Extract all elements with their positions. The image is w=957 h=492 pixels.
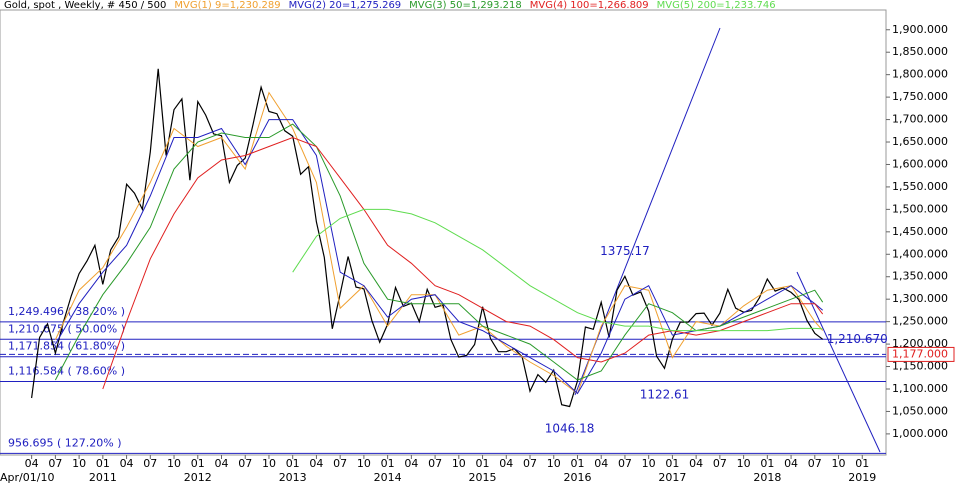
legend-entry: MVG(4) 100=1,266.809	[530, 0, 649, 11]
annotation: 1046.18	[545, 422, 595, 436]
x-tick-label: 10	[72, 457, 86, 470]
y-tick-label: 1,050.000	[892, 404, 948, 417]
x-tick-label: 04	[215, 457, 229, 470]
x-tick-label: 01	[476, 457, 490, 470]
x-tick-label: 01	[760, 457, 774, 470]
annotation: 1,210.670	[827, 332, 888, 346]
x-tick-label: 01	[665, 457, 679, 470]
year-label: 2019	[848, 471, 876, 484]
year-label: 2013	[279, 471, 307, 484]
x-tick-label: 07	[713, 457, 727, 470]
x-tick-label: 04	[309, 457, 323, 470]
x-tick-label: 04	[689, 457, 703, 470]
y-tick-label: 1,100.000	[892, 382, 948, 395]
year-label: 2017	[658, 471, 686, 484]
moving-average	[292, 208, 823, 332]
x-tick-label: 04	[499, 457, 513, 470]
start-label: Apr/01/10	[0, 471, 54, 484]
x-tick-label: 07	[523, 457, 537, 470]
legend-entry: MVG(5) 200=1,233.746	[657, 0, 776, 11]
legend-entry: MVG(3) 50=1,293.218	[409, 0, 522, 11]
moving-average	[102, 136, 824, 390]
y-tick-label: 1,150.000	[892, 360, 948, 373]
x-tick-label: 04	[594, 457, 608, 470]
x-tick-label: 01	[96, 457, 110, 470]
x-tick-label: 10	[167, 457, 181, 470]
x-tick-label: 10	[357, 457, 371, 470]
x-tick-label: 07	[238, 457, 252, 470]
year-label: 2011	[89, 471, 117, 484]
fib-label: 1,116.584 ( 78.60% )	[8, 365, 125, 378]
current-price-label: 1,177.000	[892, 347, 948, 360]
y-tick-label: 1,350.000	[892, 270, 948, 283]
y-tick-label: 1,700.000	[892, 113, 948, 126]
y-tick-label: 1,450.000	[892, 225, 948, 238]
x-tick-label: 07	[143, 457, 157, 470]
x-tick-label: 01	[286, 457, 300, 470]
year-label: 2015	[469, 471, 497, 484]
y-tick-label: 1,500.000	[892, 202, 948, 215]
x-tick-label: 07	[618, 457, 632, 470]
x-tick-label: 04	[404, 457, 418, 470]
legend-entry: Gold, spot , Weekly, # 450 / 500	[4, 0, 166, 11]
x-tick-label: 07	[428, 457, 442, 470]
x-tick-label: 07	[333, 457, 347, 470]
year-label: 2016	[563, 471, 591, 484]
plot-area	[0, 9, 887, 456]
x-tick-label: 07	[808, 457, 822, 470]
fib-label: 1,171.854 ( 61.80% )	[8, 340, 125, 353]
y-tick-label: 1,000.000	[892, 427, 948, 440]
x-tick-label: 04	[120, 457, 134, 470]
legend-entry: MVG(2) 20=1,275.269	[289, 0, 402, 11]
year-label: 2014	[374, 471, 402, 484]
x-tick-label: 10	[452, 457, 466, 470]
x-tick-label: 04	[784, 457, 798, 470]
x-tick-label: 10	[642, 457, 656, 470]
trendline	[574, 27, 721, 396]
x-tick-label: 10	[262, 457, 276, 470]
y-tick-label: 1,400.000	[892, 247, 948, 260]
x-tick-label: 10	[737, 457, 751, 470]
year-label: 2012	[184, 471, 212, 484]
x-tick-label: 01	[570, 457, 584, 470]
y-tick-label: 1,300.000	[892, 292, 948, 305]
fib-label: 1,210.675 ( 50.00% )	[8, 322, 125, 335]
y-tick-label: 1,900.000	[892, 23, 948, 36]
x-tick-label: 01	[381, 457, 395, 470]
fib-label: 956.695 ( 127.20% )	[8, 436, 122, 449]
x-tick-label: 01	[191, 457, 205, 470]
y-tick-label: 1,250.000	[892, 315, 948, 328]
price-line	[31, 68, 824, 408]
x-tick-label: 01	[855, 457, 869, 470]
annotation: 1122.61	[640, 387, 690, 401]
y-tick-label: 1,200.000	[892, 337, 948, 350]
moving-average	[54, 123, 824, 381]
annotation: 1375.17	[600, 244, 650, 258]
x-tick-label: 04	[25, 457, 39, 470]
y-tick-label: 1,850.000	[892, 45, 948, 58]
x-tick-label: 10	[832, 457, 846, 470]
y-tick-label: 1,550.000	[892, 180, 948, 193]
x-tick-label: 07	[48, 457, 62, 470]
y-tick-label: 1,800.000	[892, 68, 948, 81]
y-tick-label: 1,650.000	[892, 135, 948, 148]
x-tick-label: 10	[547, 457, 561, 470]
current-price-box	[887, 346, 955, 362]
y-tick-label: 1,600.000	[892, 157, 948, 170]
trendline	[796, 271, 881, 453]
legend-entry: MVG(1) 9=1,230.289	[174, 0, 280, 11]
y-tick-label: 1,750.000	[892, 90, 948, 103]
year-label: 2018	[753, 471, 781, 484]
